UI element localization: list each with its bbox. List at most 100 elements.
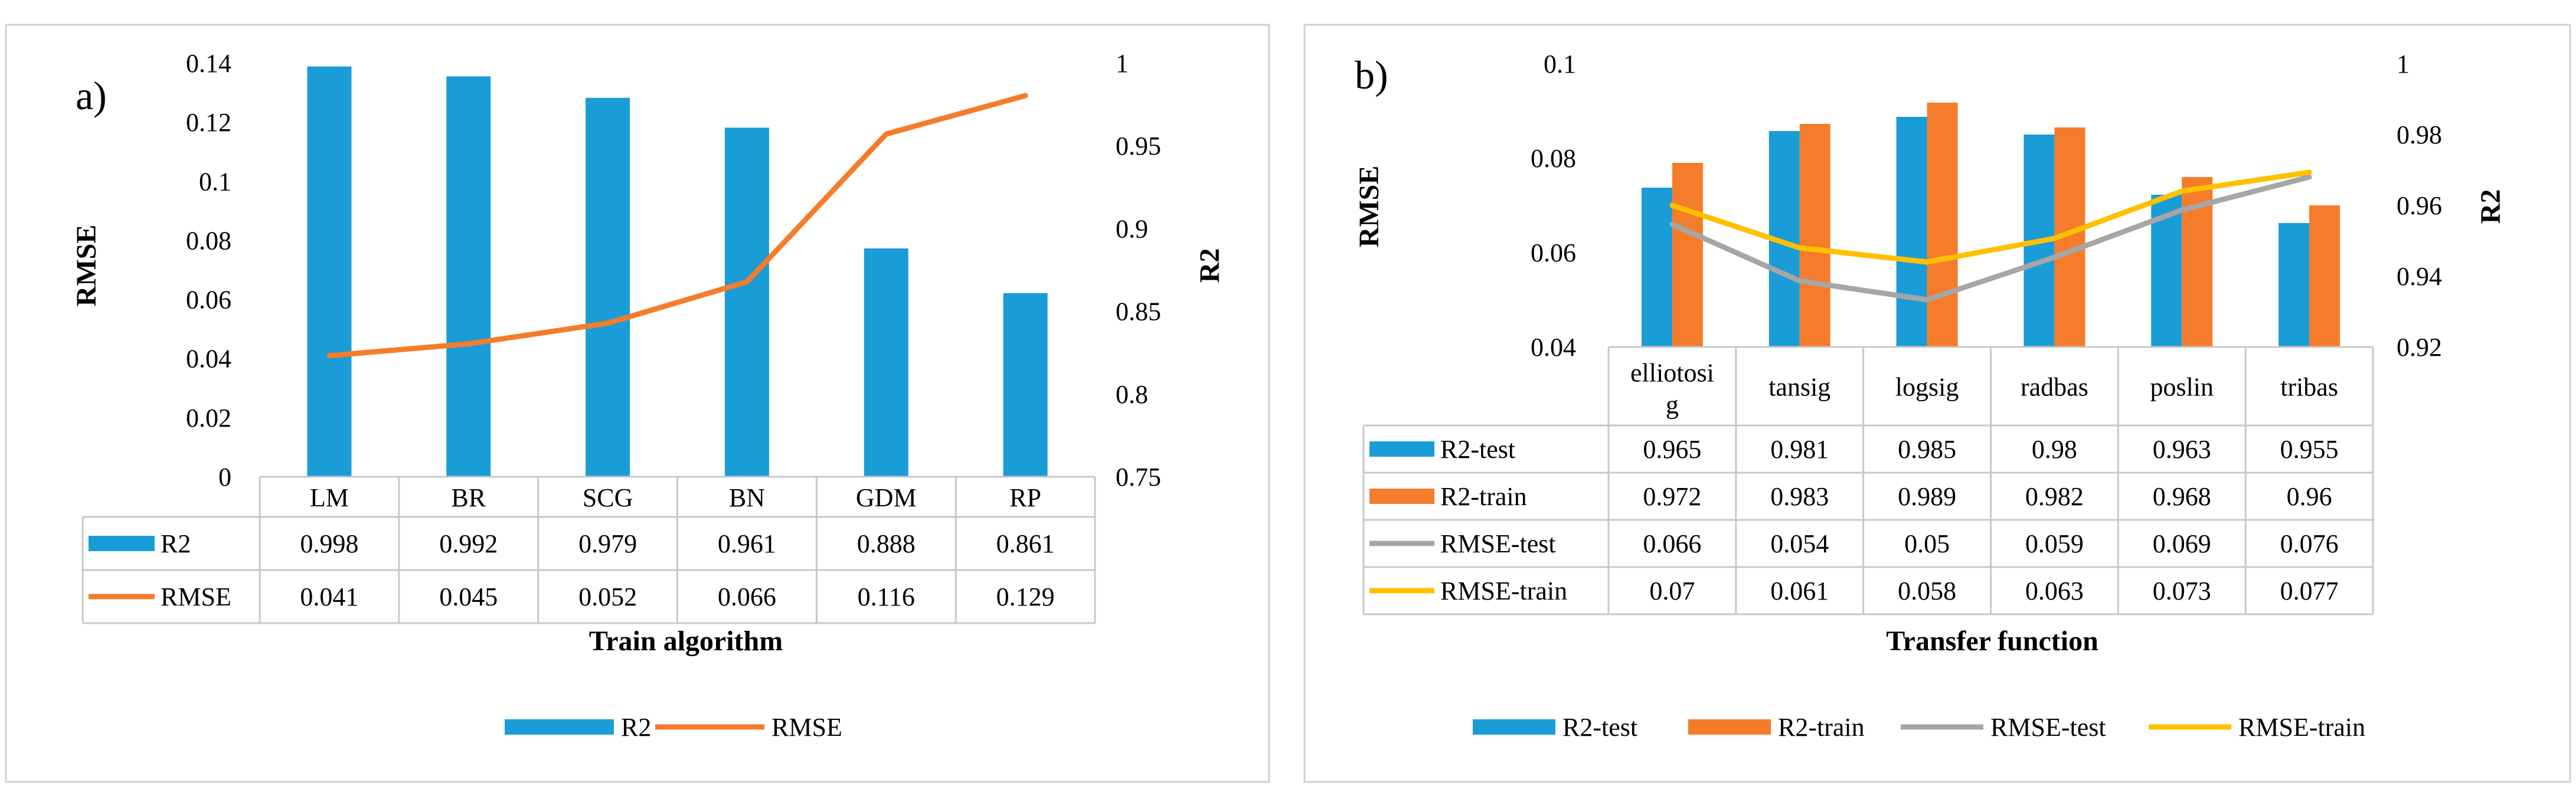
x-category-label: elliotosi	[1630, 359, 1714, 388]
legend-label-RMSE-train: RMSE-train	[2238, 713, 2365, 742]
legend-label-RMSE: RMSE	[772, 713, 842, 742]
table-legend-key-R2-train	[1369, 489, 1434, 504]
x-category-label: tansig	[1768, 373, 1830, 402]
bar-R2-RP	[1003, 293, 1048, 477]
y2-tick-label: 0.92	[2397, 333, 2442, 362]
x-category-label: logsig	[1895, 373, 1959, 402]
line-RMSE-test	[1669, 174, 2312, 303]
panel-a-y2-axis: 0.75 0.8 0.85 0.9 0.95 1	[1116, 49, 1161, 492]
table-legend-key-R2-test	[1369, 441, 1434, 457]
table-cell-value: 0.979	[578, 529, 637, 558]
table-cell-value: 0.077	[2280, 577, 2339, 605]
panel-b-xlabel: Transfer function	[1886, 625, 2098, 657]
panel-b-lines	[1669, 169, 2312, 303]
x-category-label: BN	[729, 483, 765, 512]
table-cell-value: 0.116	[858, 582, 915, 611]
line-RMSE	[326, 93, 1028, 359]
legend-label-R2-train: R2-train	[1778, 713, 1865, 742]
x-category-label: g	[1666, 391, 1679, 420]
x-category-label: tribas	[2280, 373, 2338, 402]
table-cell-value: 0.992	[439, 529, 498, 558]
table-series-name: RMSE	[161, 582, 231, 611]
panel-b-chart: b) 0.040.060.080.1 0.920.940.960.981 RMS…	[1303, 24, 2571, 783]
table-cell-value: 0.069	[2153, 529, 2211, 558]
legend-label-RMSE-test: RMSE-test	[1990, 713, 2106, 742]
table-cell-value: 0.041	[300, 582, 358, 611]
y-tick-label: 0.02	[186, 404, 231, 433]
legend-label-R2-test: R2-test	[1562, 713, 1637, 742]
table-cell-value: 0.888	[857, 529, 916, 558]
y2-tick-label: 1	[2397, 50, 2410, 78]
x-category-label: poslin	[2150, 373, 2214, 402]
panel-a-label: a)	[76, 73, 107, 118]
table-cell-value: 0.965	[1643, 435, 1701, 464]
panel-b-y2label: R2	[2475, 189, 2506, 224]
x-category-label: radbas	[2021, 373, 2088, 402]
table-cell-value: 0.052	[578, 582, 637, 611]
panel-b-ylabel: RMSE	[1354, 166, 1385, 248]
panel-a-bars	[307, 66, 1048, 477]
y-tick-label: 0.12	[186, 108, 231, 137]
table-cell-value: 0.972	[1643, 482, 1701, 511]
bar-R2-train-tansig	[1799, 124, 1830, 347]
table-cell-value: 0.059	[2025, 529, 2084, 558]
panel-a-y-axis: 0 0.02 0.04 0.06 0.08 0.1 0.12 0.14	[186, 49, 231, 492]
panel-a-chart: a) 00.020.040.060.080.10.120.14 0.750.80…	[5, 24, 1270, 783]
table-cell-value: 0.982	[2025, 482, 2084, 511]
table-cell-value: 0.058	[1898, 577, 1956, 605]
y-tick-label: 0.04	[186, 345, 231, 374]
bar-R2-test-elliotosig	[1641, 188, 1672, 347]
bar-R2-GDM	[864, 248, 908, 477]
bar-R2-train-elliotosig	[1672, 163, 1703, 347]
y-tick-label: 0.04	[1531, 333, 1576, 362]
panel-b-label: b)	[1355, 53, 1388, 97]
panel-b-legend: R2-test R2-train RMSE-test RMSE-train	[1473, 713, 2365, 742]
bar-R2-test-logsig	[1896, 117, 1927, 347]
bar-R2-BR	[446, 76, 491, 477]
y2-tick-label: 0.85	[1116, 297, 1161, 326]
legend-key-R2	[505, 719, 614, 735]
panel-b-y2-axis: 0.92 0.94 0.96 0.98 1	[2397, 50, 2442, 362]
table-cell-value: 0.05	[1904, 529, 1950, 558]
y-tick-label: 0	[218, 463, 231, 492]
panel-a-y2label: R2	[1194, 248, 1225, 283]
table-series-name: RMSE-train	[1440, 577, 1567, 605]
legend-label-R2: R2	[621, 713, 651, 742]
bar-R2-LM	[307, 66, 352, 477]
table-cell-value: 0.998	[300, 529, 358, 558]
panel-a-data-table: LM BR SCG BN GDM RP R2 0.998 0.992 0.979 0.961 0.88…	[81, 476, 1096, 624]
y2-tick-label: 1	[1116, 49, 1129, 78]
panel-a-frame	[5, 24, 1270, 783]
y2-tick-label: 0.8	[1116, 380, 1148, 409]
panel-b-data-table: elliotosi g tansig logsig radbas poslin tribas…	[1362, 346, 2374, 615]
x-category-label: SCG	[583, 483, 633, 512]
table-cell-value: 0.985	[1898, 435, 1956, 464]
y-tick-label: 0.1	[1544, 50, 1576, 78]
table-cell-value: 0.073	[2153, 577, 2211, 605]
table-cell-value: 0.129	[996, 582, 1055, 611]
table-legend-key-R2	[89, 536, 155, 551]
table-cell-value: 0.981	[1770, 435, 1829, 464]
panel-a-ylabel: RMSE	[71, 225, 102, 307]
table-series-name: R2	[161, 529, 191, 558]
bar-R2-train-tribas	[2309, 205, 2340, 347]
legend-key-R2-train	[1688, 719, 1771, 735]
legend-key-R2-test	[1473, 719, 1555, 735]
table-cell-value: 0.968	[2153, 482, 2211, 511]
y-tick-label: 0.1	[199, 167, 231, 196]
panel-a-legend: R2 RMSE	[505, 713, 842, 742]
table-series-name: RMSE-test	[1440, 529, 1556, 558]
bar-R2-SCG	[586, 97, 630, 477]
y-tick-label: 0.06	[186, 286, 231, 315]
table-cell-value: 0.989	[1898, 482, 1956, 511]
y-tick-label: 0.06	[1531, 238, 1576, 267]
table-cell-value: 0.054	[1770, 529, 1829, 558]
table-cell-value: 0.066	[718, 582, 776, 611]
table-series-name: R2-train	[1440, 482, 1527, 511]
y-tick-label: 0.14	[186, 49, 231, 78]
bar-R2-train-logsig	[1927, 103, 1958, 347]
table-cell-value: 0.955	[2280, 435, 2339, 464]
y-tick-label: 0.08	[186, 226, 231, 255]
y2-tick-label: 0.95	[1116, 132, 1161, 161]
